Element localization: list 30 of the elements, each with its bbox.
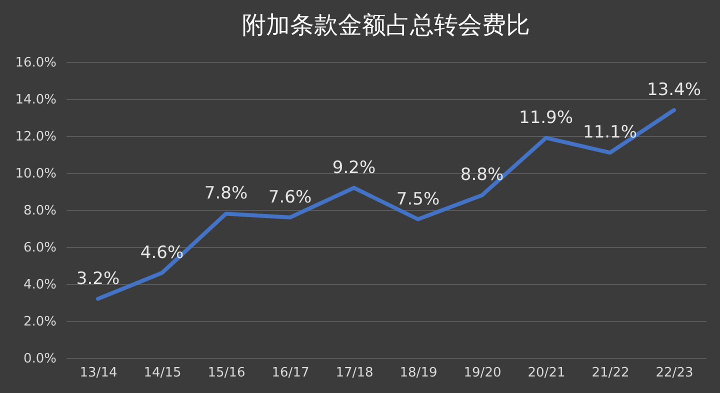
y-tick-label: 14.0% <box>15 92 56 108</box>
y-tick-label: 16.0% <box>15 56 56 70</box>
data-label: 4.6% <box>140 242 184 263</box>
y-tick-label: 4.0% <box>23 278 56 292</box>
data-label: 11.9% <box>518 108 574 128</box>
data-label: 11.1% <box>582 122 638 143</box>
y-tick-label: 12.0% <box>15 130 56 144</box>
data-label: 8.8% <box>460 165 504 186</box>
x-tick-label: 15/16 <box>208 366 246 380</box>
y-tick-label: 6.0% <box>23 240 56 256</box>
chart-title: 附加条款金额占总转会费比 <box>242 11 530 39</box>
data-label: 7.5% <box>396 189 440 210</box>
x-tick-label: 21/22 <box>592 366 630 380</box>
y-tick-label: 8.0% <box>23 204 56 218</box>
data-label: 3.2% <box>76 268 120 289</box>
y-tick-label: 2.0% <box>23 314 56 330</box>
x-tick-label: 19/20 <box>464 366 502 380</box>
data-label: 13.4% <box>646 80 702 100</box>
y-tick-label: 10.0% <box>15 166 56 182</box>
x-tick-label: 14/15 <box>144 366 182 380</box>
x-tick-label: 20/21 <box>528 366 566 380</box>
x-tick-label: 16/17 <box>272 366 310 380</box>
x-tick-label: 18/19 <box>400 366 438 380</box>
y-tick-label: 0.0% <box>23 352 56 366</box>
data-label: 9.2% <box>332 158 376 178</box>
x-tick-label: 17/18 <box>336 366 374 380</box>
data-label: 7.6% <box>268 187 312 208</box>
x-tick-label: 22/23 <box>656 366 694 380</box>
x-tick-label: 13/14 <box>80 366 118 380</box>
data-label: 7.8% <box>204 184 248 204</box>
